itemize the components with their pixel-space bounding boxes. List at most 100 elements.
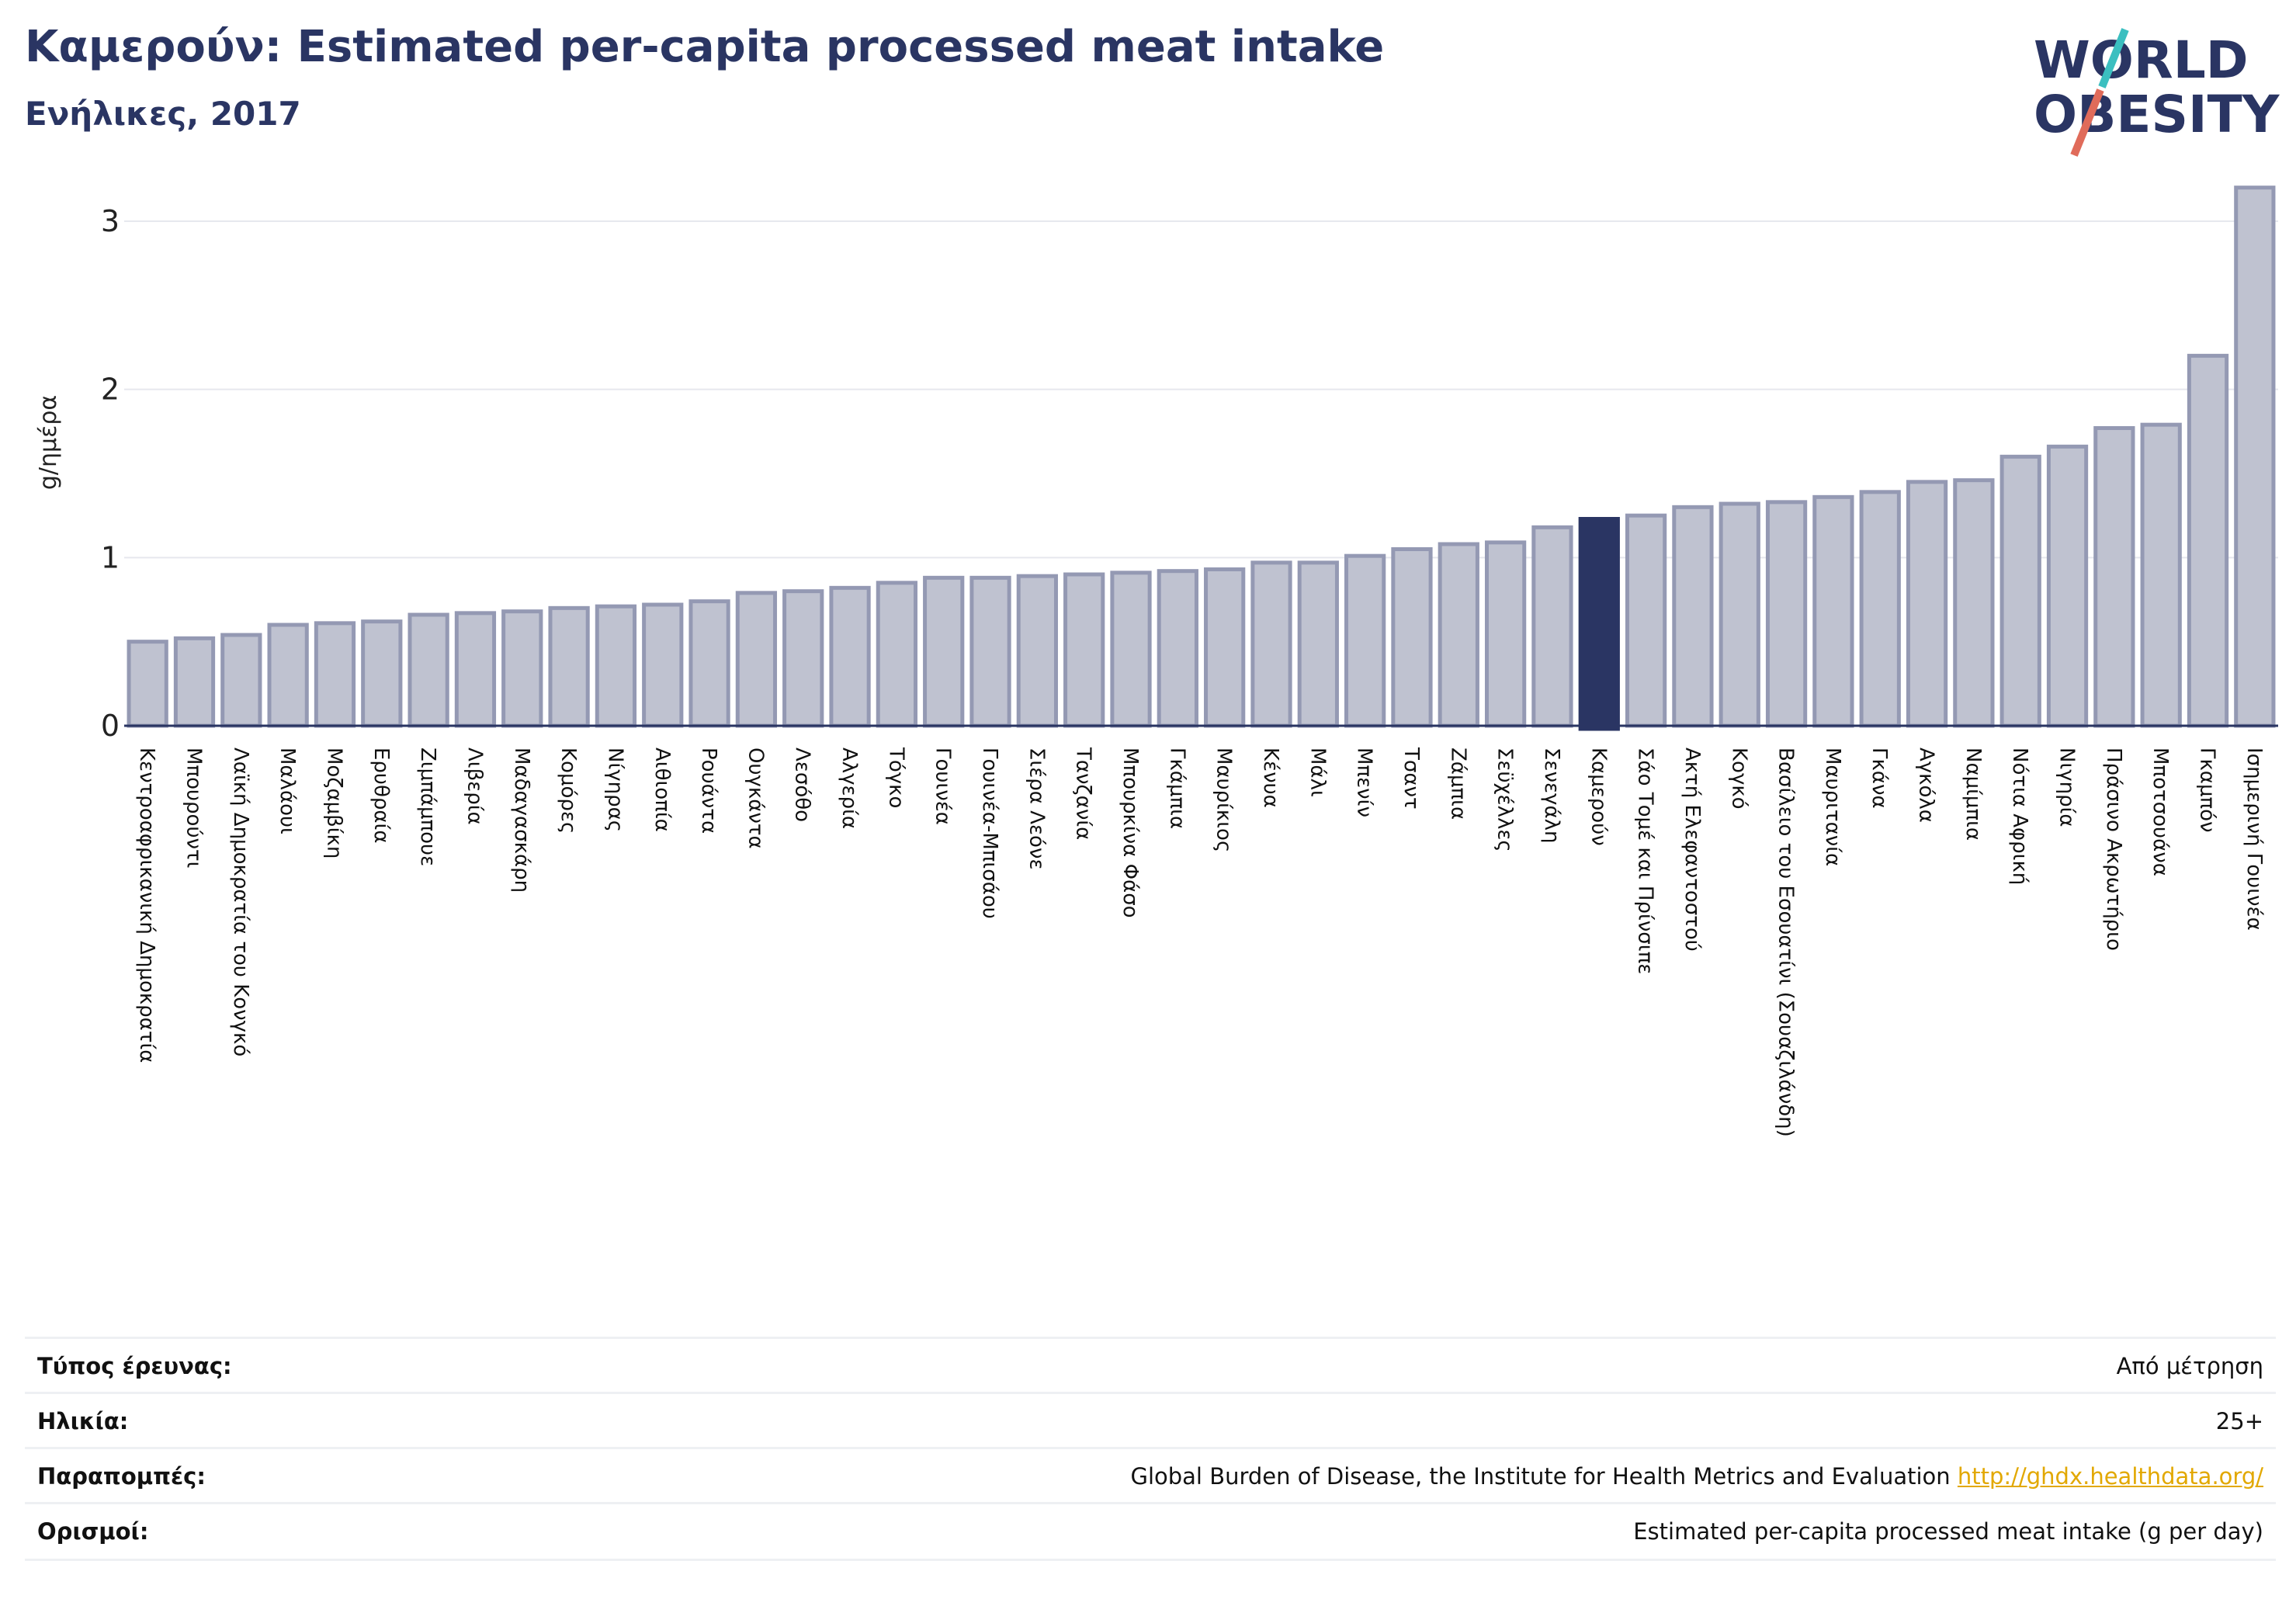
bar[interactable] [2093, 426, 2135, 728]
bar[interactable] [1859, 490, 1901, 728]
bar[interactable] [454, 611, 497, 728]
x-tick-label: Γουινέα [931, 747, 955, 825]
x-tick-label: Κένυα [1259, 747, 1282, 808]
x-tick-label: Σενεγάλη [1540, 747, 1563, 843]
bar[interactable] [1063, 572, 1105, 728]
bar[interactable] [1999, 454, 2041, 728]
x-tick-label: Νιγηρία [2055, 747, 2079, 827]
chart-subtitle: Ενήλικες, 2017 [25, 95, 301, 133]
bar[interactable] [1906, 480, 1948, 728]
x-tick-label: Τανζανία [1072, 747, 1095, 840]
x-tick-label: Μπενίν [1353, 747, 1376, 817]
bar[interactable] [2187, 353, 2229, 728]
reference-text: Global Burden of Disease, the Institute … [1130, 1463, 1951, 1490]
x-tick-label: Ουγκάντα [744, 747, 767, 849]
x-tick-label: Κομόρες [557, 747, 580, 834]
y-tick-label: 0 [101, 709, 120, 743]
bar[interactable] [501, 609, 543, 728]
x-tick-label: Γκάμπια [1165, 747, 1188, 829]
x-tick-label: Μαυριτανία [1821, 747, 1844, 866]
bar[interactable] [548, 605, 590, 728]
info-key: Ορισμοί: [37, 1518, 149, 1545]
bar[interactable] [173, 636, 216, 728]
bar[interactable] [923, 575, 965, 728]
bar[interactable] [735, 591, 778, 728]
bar[interactable] [2234, 186, 2276, 728]
x-tick-label: Κεντροαφρικανική Δημοκρατία [135, 747, 158, 1063]
info-value: 25+ [2215, 1408, 2263, 1434]
x-tick-label: Γκαμπόν [2196, 747, 2219, 833]
bar[interactable] [1157, 569, 1198, 728]
x-tick-label: Νότια Αφρική [2008, 747, 2031, 885]
bar[interactable] [595, 604, 637, 728]
x-labels: Κεντροαφρικανική Δημοκρατία Μπουρούντι Λαϊ… [135, 747, 2266, 1137]
bar[interactable] [782, 589, 824, 728]
bar[interactable] [1297, 560, 1339, 728]
info-row-references: Παραπομπές: Global Burden of Disease, th… [25, 1447, 2276, 1504]
x-tick-label: Τσαντ [1399, 747, 1423, 810]
x-tick-label: Μπουρούντι [182, 747, 205, 868]
bar[interactable] [642, 602, 684, 728]
bar[interactable] [1250, 560, 1292, 728]
bar[interactable] [1204, 567, 1246, 728]
bar[interactable] [1625, 513, 1667, 728]
bars [124, 186, 2278, 731]
bar[interactable] [361, 619, 403, 728]
bar[interactable] [1719, 501, 1760, 728]
y-tick-label: 3 [101, 204, 120, 238]
x-tick-label: Καμερούν [1587, 747, 1610, 846]
bar[interactable] [1344, 553, 1386, 728]
reference-link[interactable]: http://ghdx.healthdata.org/ [1957, 1463, 2263, 1490]
x-tick-label: Νίγηρας [603, 747, 626, 832]
x-tick-label: Λεσόθο [791, 747, 814, 822]
bar[interactable] [1531, 525, 1573, 728]
bar[interactable] [1110, 571, 1152, 728]
bar[interactable] [969, 575, 1011, 728]
logo-slash-teal [2098, 28, 2129, 88]
x-tick-label: Μάλι [1306, 747, 1329, 797]
bar[interactable] [127, 640, 168, 728]
world-obesity-logo: WORLD OBESITY [2034, 28, 2280, 157]
bar[interactable] [314, 621, 356, 728]
bar[interactable] [688, 599, 730, 728]
bar[interactable] [1672, 505, 1714, 728]
x-tick-label: Μαυρίκιος [1212, 747, 1236, 852]
bar[interactable] [1812, 494, 1854, 728]
bar[interactable] [1484, 540, 1527, 728]
x-tick-label: Κογκό [1727, 747, 1750, 810]
info-value: Από μέτρηση [2116, 1353, 2263, 1379]
x-tick-label: Γκάνα [1868, 747, 1891, 809]
x-tick-label: Μποτσουάνα [2149, 747, 2172, 876]
x-tick-label: Σιέρα Λεόνε [1025, 747, 1048, 870]
x-tick-label: Ισημερινή Γουινέα [2242, 747, 2266, 931]
bar[interactable] [1438, 542, 1479, 728]
bar[interactable] [1765, 500, 1808, 728]
logo-word-2: OBESITY [2034, 85, 2280, 144]
x-tick-label: Ακτή Ελεφαντοστού [1680, 747, 1704, 952]
x-tick-label: Λιβερία [463, 747, 486, 825]
bar[interactable] [829, 585, 871, 728]
bar[interactable] [1391, 547, 1433, 728]
info-row-survey-type: Τύπος έρευνας: Από μέτρηση [25, 1337, 2276, 1393]
bar[interactable] [1953, 478, 1995, 728]
info-value: Estimated per-capita processed meat inta… [1633, 1518, 2263, 1545]
x-tick-label: Ζιμπάμπουε [416, 747, 439, 866]
bar[interactable] [876, 581, 918, 728]
bar[interactable] [2140, 422, 2182, 728]
chart-title: Καμερούν: Estimated per-capita processed… [25, 22, 1385, 72]
info-key: Ηλικία: [37, 1408, 129, 1434]
x-tick-label: Μοζαμβίκη [322, 747, 345, 858]
y-tick-label: 2 [101, 373, 120, 407]
logo-slash-coral [2070, 88, 2104, 157]
x-tick-label: Αλγερία [838, 747, 861, 829]
x-tick-label: Ζάμπια [1446, 747, 1469, 820]
x-tick-label: Τόγκο [884, 747, 907, 808]
x-tick-label: Βασίλειο του Εσουατίνι (Σουαζιλάνδη) [1774, 747, 1798, 1137]
bar[interactable] [1578, 517, 1620, 731]
bar[interactable] [220, 633, 262, 728]
bar[interactable] [2046, 444, 2089, 728]
bar[interactable] [408, 612, 449, 728]
bar[interactable] [267, 623, 309, 728]
bar[interactable] [1016, 574, 1058, 728]
info-key: Παραπομπές: [37, 1463, 206, 1490]
